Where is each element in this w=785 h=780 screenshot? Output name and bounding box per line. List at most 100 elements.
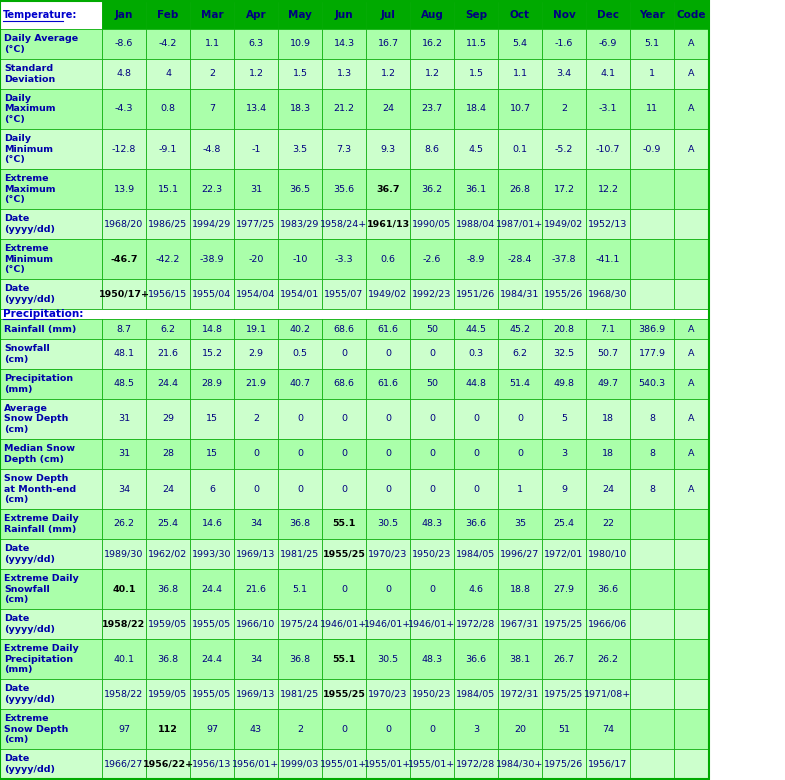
Bar bbox=[102, 339, 146, 369]
Bar bbox=[102, 29, 146, 59]
Bar bbox=[542, 89, 586, 129]
Text: -37.8: -37.8 bbox=[552, 254, 576, 264]
Bar bbox=[322, 29, 366, 59]
Bar bbox=[542, 609, 586, 639]
Text: 0: 0 bbox=[429, 584, 435, 594]
Bar bbox=[630, 369, 674, 399]
Text: 1966/27: 1966/27 bbox=[104, 760, 144, 768]
Bar bbox=[146, 319, 190, 339]
Text: 14.8: 14.8 bbox=[202, 324, 222, 334]
Bar bbox=[498, 639, 542, 679]
Text: 18.3: 18.3 bbox=[290, 105, 311, 114]
Bar bbox=[278, 239, 322, 279]
Bar bbox=[586, 709, 630, 749]
Bar bbox=[498, 239, 542, 279]
Bar bbox=[0, 749, 102, 779]
Bar bbox=[542, 569, 586, 609]
Text: 0: 0 bbox=[341, 484, 347, 494]
Bar bbox=[410, 29, 454, 59]
Text: May: May bbox=[288, 10, 312, 20]
Text: 1.2: 1.2 bbox=[425, 69, 440, 79]
Text: 55.1: 55.1 bbox=[332, 654, 356, 664]
Bar bbox=[586, 279, 630, 309]
Text: 5: 5 bbox=[561, 414, 567, 424]
Text: 1956/13: 1956/13 bbox=[192, 760, 232, 768]
Text: 1968/30: 1968/30 bbox=[588, 289, 628, 299]
Bar bbox=[278, 279, 322, 309]
Bar bbox=[410, 319, 454, 339]
Bar bbox=[410, 89, 454, 129]
Bar bbox=[322, 209, 366, 239]
Bar bbox=[234, 439, 278, 469]
Text: Median Snow
Depth (cm): Median Snow Depth (cm) bbox=[4, 445, 75, 463]
Text: A: A bbox=[688, 449, 695, 459]
Bar bbox=[0, 369, 102, 399]
Text: 1992/23: 1992/23 bbox=[412, 289, 451, 299]
Bar bbox=[630, 509, 674, 539]
Bar bbox=[410, 279, 454, 309]
Bar bbox=[674, 169, 709, 209]
Bar bbox=[630, 569, 674, 609]
Text: Nov: Nov bbox=[553, 10, 575, 20]
Text: 35: 35 bbox=[514, 519, 526, 529]
Text: 44.5: 44.5 bbox=[466, 324, 487, 334]
Bar bbox=[0, 399, 102, 439]
Text: 1969/13: 1969/13 bbox=[236, 549, 276, 558]
Bar bbox=[454, 169, 498, 209]
Text: 61.6: 61.6 bbox=[378, 380, 399, 388]
Text: Sep: Sep bbox=[465, 10, 487, 20]
Text: 0: 0 bbox=[473, 449, 479, 459]
Text: 13.9: 13.9 bbox=[114, 185, 134, 193]
Text: 34: 34 bbox=[250, 654, 262, 664]
Text: 1980/10: 1980/10 bbox=[589, 549, 628, 558]
Text: 1.1: 1.1 bbox=[205, 40, 220, 48]
Bar bbox=[542, 509, 586, 539]
Text: 32.5: 32.5 bbox=[553, 349, 575, 359]
Text: -38.9: -38.9 bbox=[199, 254, 225, 264]
Text: 8: 8 bbox=[649, 414, 655, 424]
Bar bbox=[586, 469, 630, 509]
Bar bbox=[146, 1, 190, 29]
Bar bbox=[542, 469, 586, 509]
Bar bbox=[0, 339, 102, 369]
Bar bbox=[498, 279, 542, 309]
Bar bbox=[630, 339, 674, 369]
Text: Extreme
Maximum
(°C): Extreme Maximum (°C) bbox=[4, 174, 56, 204]
Text: 1975/26: 1975/26 bbox=[544, 760, 583, 768]
Text: 0: 0 bbox=[341, 449, 347, 459]
Bar bbox=[278, 639, 322, 679]
Text: 1972/28: 1972/28 bbox=[456, 619, 495, 629]
Text: -1: -1 bbox=[251, 144, 261, 154]
Bar bbox=[410, 239, 454, 279]
Text: 9.3: 9.3 bbox=[381, 144, 396, 154]
Text: Date
(yyyy/dd): Date (yyyy/dd) bbox=[4, 684, 55, 704]
Text: 1999/03: 1999/03 bbox=[280, 760, 319, 768]
Text: -1.6: -1.6 bbox=[555, 40, 573, 48]
Bar bbox=[674, 279, 709, 309]
Text: 3: 3 bbox=[473, 725, 479, 733]
Text: Snowfall
(cm): Snowfall (cm) bbox=[4, 344, 49, 363]
Bar bbox=[674, 439, 709, 469]
Bar bbox=[190, 169, 234, 209]
Bar bbox=[0, 209, 102, 239]
Text: 0: 0 bbox=[341, 584, 347, 594]
Text: 1955/01+: 1955/01+ bbox=[364, 760, 411, 768]
Bar bbox=[366, 239, 410, 279]
Text: 1954/04: 1954/04 bbox=[236, 289, 276, 299]
Bar bbox=[190, 509, 234, 539]
Text: 0: 0 bbox=[253, 449, 259, 459]
Bar bbox=[190, 749, 234, 779]
Text: -4.2: -4.2 bbox=[159, 40, 177, 48]
Text: -28.4: -28.4 bbox=[508, 254, 532, 264]
Text: 0.3: 0.3 bbox=[469, 349, 484, 359]
Text: Average
Snow Depth
(cm): Average Snow Depth (cm) bbox=[4, 404, 68, 434]
Text: 24: 24 bbox=[162, 484, 174, 494]
Bar bbox=[674, 29, 709, 59]
Text: 16.7: 16.7 bbox=[378, 40, 399, 48]
Bar bbox=[366, 29, 410, 59]
Bar bbox=[278, 129, 322, 169]
Text: 0: 0 bbox=[341, 725, 347, 733]
Bar bbox=[454, 639, 498, 679]
Text: Daily Average
(°C): Daily Average (°C) bbox=[4, 34, 78, 54]
Bar bbox=[0, 129, 102, 169]
